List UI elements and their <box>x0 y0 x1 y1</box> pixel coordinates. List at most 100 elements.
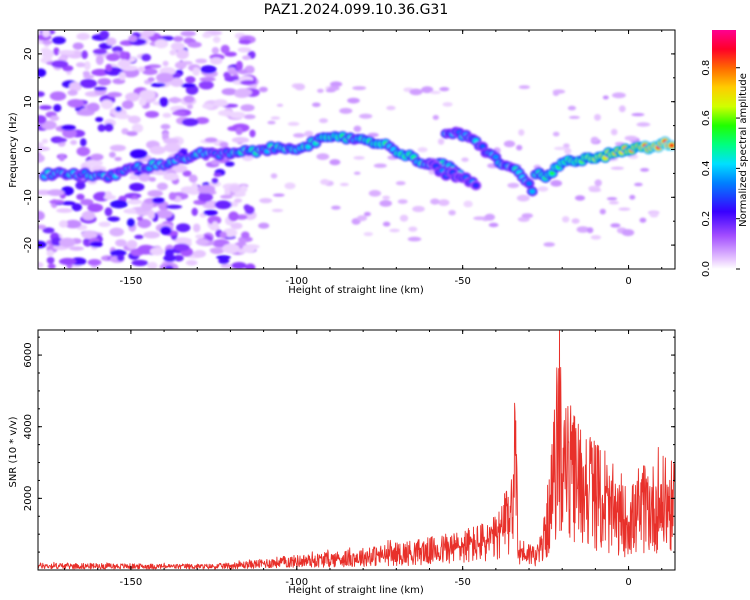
spectrogram-cell <box>507 182 520 189</box>
spectrogram-cell <box>574 195 586 201</box>
spectrogram-cell <box>61 201 76 206</box>
spectrogram-cell <box>47 189 65 197</box>
spectrogram-cell <box>170 77 184 87</box>
spectrogram-cell <box>154 39 169 49</box>
spectrogram-cell <box>220 263 235 269</box>
spectrogram-cell <box>126 239 138 250</box>
spectrogram-cell <box>150 82 166 88</box>
spectrogram-cell <box>537 186 549 192</box>
spectrogram-cell <box>38 210 45 221</box>
spectrogram-cell <box>242 55 251 60</box>
spectrogram-cell <box>586 227 594 234</box>
spectrogram-cell <box>109 227 125 237</box>
spectrogram-cell <box>220 256 228 262</box>
spectrogram-cell <box>238 39 251 45</box>
spectrogram-cell <box>399 214 409 222</box>
spectrogram-cell <box>243 114 256 120</box>
spectrogram-cell <box>38 146 50 151</box>
spectrogram-heatmap <box>38 30 675 269</box>
x-tick-label: 0 <box>625 276 631 287</box>
spectrogram-cell <box>191 182 198 192</box>
spectrogram-cell <box>320 179 330 185</box>
spectrogram-cell <box>136 31 155 37</box>
spectrogram-cell <box>258 222 270 229</box>
spectrogram-cell <box>432 115 439 120</box>
spectrogram-cell <box>228 69 239 75</box>
spectrogram-cell <box>136 216 143 221</box>
spectrogram-cell <box>147 261 158 269</box>
spectrogram-cell <box>192 67 200 76</box>
colorbar-tick-label: 0.8 <box>701 60 712 76</box>
spectrogram-cell <box>64 219 82 229</box>
spectrogram-cell <box>121 100 134 110</box>
spectrogram-cell <box>127 199 143 205</box>
spectrogram-cell <box>305 144 312 149</box>
spectrogram-cell <box>567 105 577 111</box>
spectrogram-cell <box>164 265 174 269</box>
spectrogram-cell <box>156 72 174 83</box>
spectrogram-cell <box>347 97 360 104</box>
spectrogram-cell <box>461 157 469 162</box>
spectrogram-cell <box>473 216 486 221</box>
spectrogram-cell <box>81 50 88 60</box>
spectrogram-cell <box>143 231 161 239</box>
spectrogram-cell <box>162 60 169 67</box>
spectrogram-cell <box>433 164 439 169</box>
spectrogram-cell <box>46 256 55 264</box>
spectrogram-cell <box>109 144 126 152</box>
spectrogram-cell <box>439 87 450 92</box>
spectrogram-cell <box>503 140 516 148</box>
spectrogram-cell <box>293 133 305 138</box>
spectrogram-cell <box>379 200 393 207</box>
spectrogram-cell <box>95 117 104 122</box>
spectrogram-cell <box>186 104 194 110</box>
spectrogram-cell <box>211 221 219 230</box>
spectrogram-cell <box>38 91 45 97</box>
spectrogram-cell <box>516 194 530 202</box>
spectrogram-cell <box>163 254 177 262</box>
spectrogram-cell <box>493 154 499 160</box>
spectrogram-cell <box>69 246 85 251</box>
spectrogram-cell <box>81 230 98 239</box>
snr-frame <box>37 329 676 571</box>
spectrogram-cell <box>649 212 659 218</box>
spectrogram-cell <box>330 81 343 87</box>
spectrogram-cell <box>160 226 172 236</box>
spectrogram-cell <box>429 90 441 95</box>
y-tick-label: 6000 <box>23 342 34 367</box>
spectrogram-cell <box>129 149 148 159</box>
spectrogram-cell <box>618 105 626 113</box>
spectrogram-cell <box>220 194 233 199</box>
spectrogram-cell <box>389 228 400 233</box>
spectrogram-cell <box>668 143 675 148</box>
spectrogram-cell <box>594 179 602 187</box>
y-tick-label: 0 <box>23 146 34 152</box>
spectrogram-cell <box>80 138 87 147</box>
spectrogram-cell <box>173 36 184 42</box>
spectrogram-cell <box>118 71 126 81</box>
x-tick-label: -50 <box>454 577 470 588</box>
spectrogram-cell <box>187 41 202 48</box>
x-tick-label: -100 <box>285 577 308 588</box>
spectrogram-cell <box>49 91 67 101</box>
spectrogram-cell <box>203 209 218 216</box>
spectrogram-cell <box>235 127 243 135</box>
spectrogram-cell <box>89 241 103 248</box>
spectrogram-cell <box>198 192 213 202</box>
spectrogram-cell <box>359 113 373 119</box>
spectrogram-cell <box>353 171 361 175</box>
spectrogram-cell <box>639 217 647 223</box>
spectrogram-cell <box>552 91 560 96</box>
spectrogram-cell <box>110 249 127 257</box>
spectrogram-cell <box>193 250 206 258</box>
spectrogram-cell <box>195 234 205 239</box>
spectrogram-cell <box>395 181 406 186</box>
colorbar-tick-label: 0.2 <box>701 211 712 227</box>
spectrogram-cell <box>339 107 353 114</box>
spectrogram-cell <box>549 171 555 176</box>
spectrogram-cell <box>173 243 190 252</box>
spectrogram-cell <box>111 46 123 53</box>
spectrogram-cell <box>95 55 104 66</box>
spectrogram-cell <box>294 83 306 91</box>
